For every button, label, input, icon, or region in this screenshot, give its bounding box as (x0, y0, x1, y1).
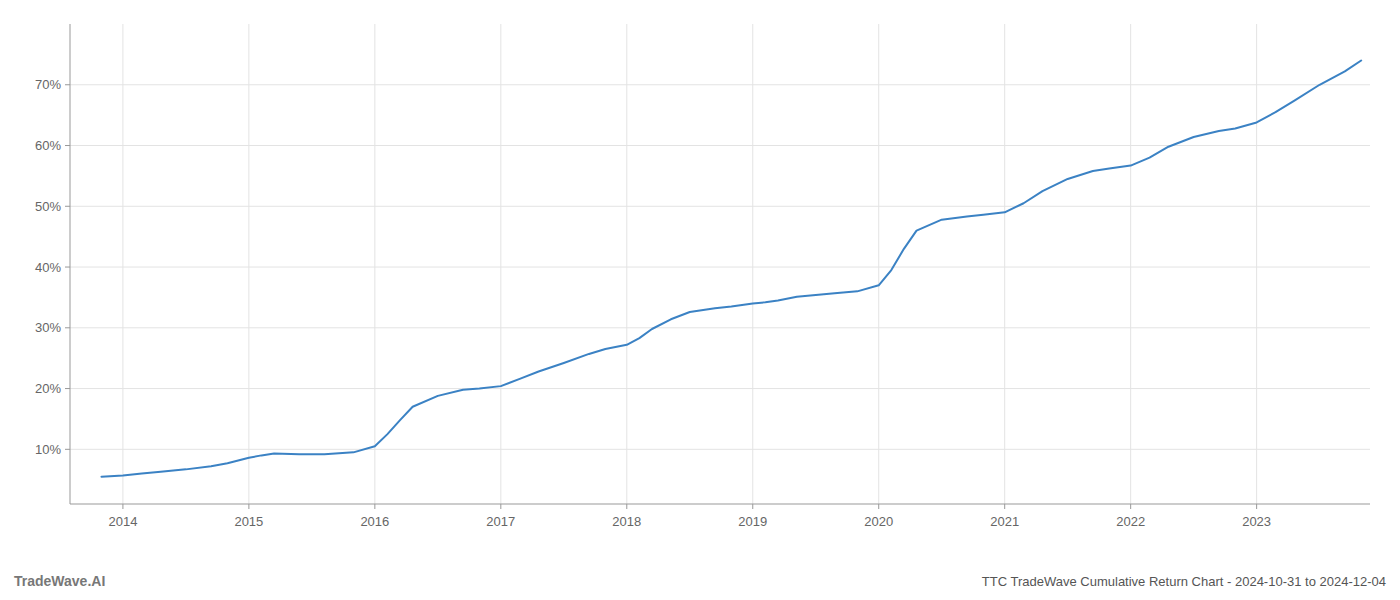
x-grid-line (878, 24, 879, 504)
y-tick-mark (65, 84, 70, 85)
x-tick-label: 2015 (234, 514, 263, 529)
series-line (101, 60, 1361, 476)
y-grid-line (70, 327, 1370, 328)
plot-area (101, 60, 1361, 476)
page: {"chart_data": {"type": "line", "title":… (0, 0, 1400, 600)
footer-title: TTC TradeWave Cumulative Return Chart - … (982, 574, 1386, 589)
x-tick-mark (122, 504, 123, 509)
texts: 2014 2015 2016 2017 2018 2019 2020 2021 2022 2023… (14, 77, 1386, 589)
footer-brand: TradeWave.AI (14, 573, 105, 589)
x-tick-mark (752, 504, 753, 509)
y-grid-line (70, 84, 1370, 85)
chart: 2014 2015 2016 2017 2018 2019 2020 2021 2022 2023… (0, 0, 1400, 600)
x-tick-mark (1130, 504, 1131, 509)
x-tick-label: 2021 (990, 514, 1019, 529)
x-axis-line (70, 504, 1370, 505)
x-tick-mark (500, 504, 501, 509)
y-axis-line (70, 24, 71, 504)
x-tick-label: 2018 (612, 514, 641, 529)
y-tick-mark (65, 267, 70, 268)
y-tick-mark (65, 206, 70, 207)
x-tick-mark (626, 504, 627, 509)
y-grid-line (70, 206, 1370, 207)
x-grid-line (626, 24, 627, 504)
x-tick-mark (248, 504, 249, 509)
y-tick-label: 10% (35, 442, 61, 457)
y-tick-label: 20% (35, 381, 61, 396)
x-tick-label: 2019 (738, 514, 767, 529)
y-tick-mark (65, 145, 70, 146)
x-grid-line (752, 24, 753, 504)
x-tick-mark (374, 504, 375, 509)
y-tick-label: 30% (35, 320, 61, 335)
y-grid-line (70, 449, 1370, 450)
x-tick-label: 2017 (486, 514, 515, 529)
y-tick-mark (65, 327, 70, 328)
axes (65, 24, 1370, 509)
x-tick-mark (878, 504, 879, 509)
y-grid-line (70, 267, 1370, 268)
x-tick-label: 2022 (1116, 514, 1145, 529)
x-grid-line (248, 24, 249, 504)
y-tick-label: 40% (35, 260, 61, 275)
x-grid-line (500, 24, 501, 504)
y-tick-mark (65, 388, 70, 389)
y-grid-line (70, 388, 1370, 389)
x-grid-line (122, 24, 123, 504)
y-tick-label: 50% (35, 199, 61, 214)
x-tick-label: 2014 (108, 514, 137, 529)
grid (70, 24, 1370, 504)
x-tick-mark (1004, 504, 1005, 509)
y-tick-label: 70% (35, 77, 61, 92)
x-grid-line (1004, 24, 1005, 504)
x-tick-label: 2016 (360, 514, 389, 529)
x-tick-mark (1256, 504, 1257, 509)
x-tick-label: 2020 (864, 514, 893, 529)
x-grid-line (1130, 24, 1131, 504)
x-grid-line (374, 24, 375, 504)
x-grid-line (1256, 24, 1257, 504)
x-tick-label: 2023 (1242, 514, 1271, 529)
y-tick-mark (65, 449, 70, 450)
y-tick-label: 60% (35, 138, 61, 153)
